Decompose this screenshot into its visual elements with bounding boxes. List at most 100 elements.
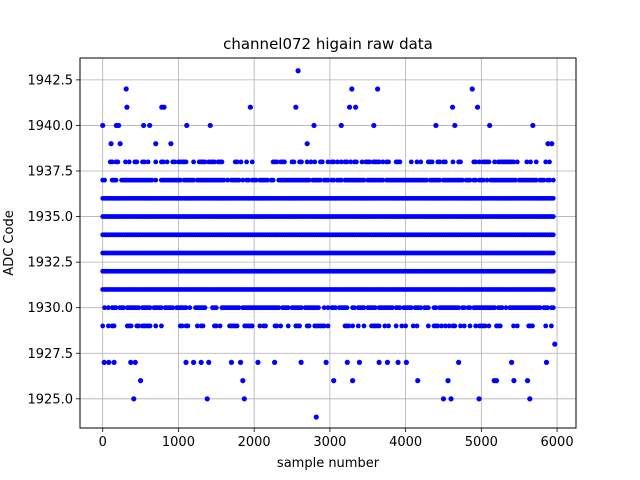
data-point [202,305,208,311]
data-point [497,323,503,329]
data-point [183,305,189,311]
data-point [124,104,130,110]
data-point [452,122,458,129]
data-point [234,159,240,165]
data-point [550,177,556,183]
data-point [499,305,505,311]
data-point [533,177,539,183]
data-point [338,159,344,165]
data-point [153,159,159,165]
data-point [183,159,189,165]
data-point [348,159,354,165]
data-point [425,305,431,311]
data-point [473,159,479,165]
data-point [550,195,556,201]
data-point [361,177,367,183]
chart-title: channel072 higain raw data [223,35,433,53]
data-point [128,323,134,329]
x-tick-label: 1000 [162,435,195,450]
data-point [291,159,297,165]
data-point [272,359,278,365]
data-point [147,305,153,311]
data-point [442,323,448,329]
data-point [153,141,159,147]
x-tick-label: 2000 [238,435,271,450]
data-point [350,323,356,329]
data-point [241,396,247,402]
data-point [346,323,352,329]
data-point [108,141,114,147]
data-point [244,159,250,165]
data-point [511,378,517,384]
data-point [270,177,276,183]
data-point [410,323,416,329]
data-point [469,86,475,92]
data-point [323,359,329,365]
data-point [325,305,331,311]
data-point [164,159,170,165]
data-point [116,122,122,129]
data-point [190,359,197,365]
data-point [238,159,244,165]
data-point [325,159,331,165]
data-point [111,323,117,329]
data-point [389,305,395,311]
data-point [433,305,439,311]
data-point [306,177,312,183]
data-point [225,177,231,183]
data-point [473,177,479,183]
data-point [331,177,337,183]
data-point [480,177,486,183]
data-point [316,305,321,311]
data-point [257,323,263,329]
data-point [179,323,185,329]
data-point [177,177,183,183]
data-point [435,323,441,329]
data-point [408,159,414,165]
data-point [456,305,462,311]
data-point [185,323,191,329]
y-tick-label: 1937.5 [28,165,74,180]
data-point [352,305,357,311]
data-point [449,104,456,110]
data-point [486,159,492,165]
data-point [458,159,463,165]
y-tick-label: 1940.0 [28,119,74,134]
data-point [527,396,533,402]
data-point [448,396,454,402]
data-point [123,86,129,92]
data-point [403,359,409,365]
data-point [537,305,543,311]
data-point [331,159,337,165]
data-point [306,323,312,329]
data-point [477,159,482,165]
data-point [514,159,520,165]
data-point [467,177,473,183]
data-point [253,177,259,183]
data-point [452,323,458,329]
data-point [276,305,282,311]
data-point [550,250,556,256]
data-point [414,323,420,329]
data-point [386,159,391,165]
data-point [172,159,178,165]
data-point [425,323,431,329]
data-point [295,68,301,74]
data-point [414,159,420,165]
data-point [198,359,204,365]
data-point [123,159,128,165]
data-point [433,122,439,129]
data-point [153,323,159,329]
data-point [367,159,373,165]
data-point [445,378,451,384]
data-point [331,378,337,384]
data-point [136,323,142,329]
data-point [212,159,217,165]
data-point [346,104,353,110]
data-point [113,305,119,311]
data-point [371,122,377,129]
data-point [298,359,304,365]
data-point [511,323,516,329]
data-point [492,159,497,165]
data-point [482,323,488,329]
